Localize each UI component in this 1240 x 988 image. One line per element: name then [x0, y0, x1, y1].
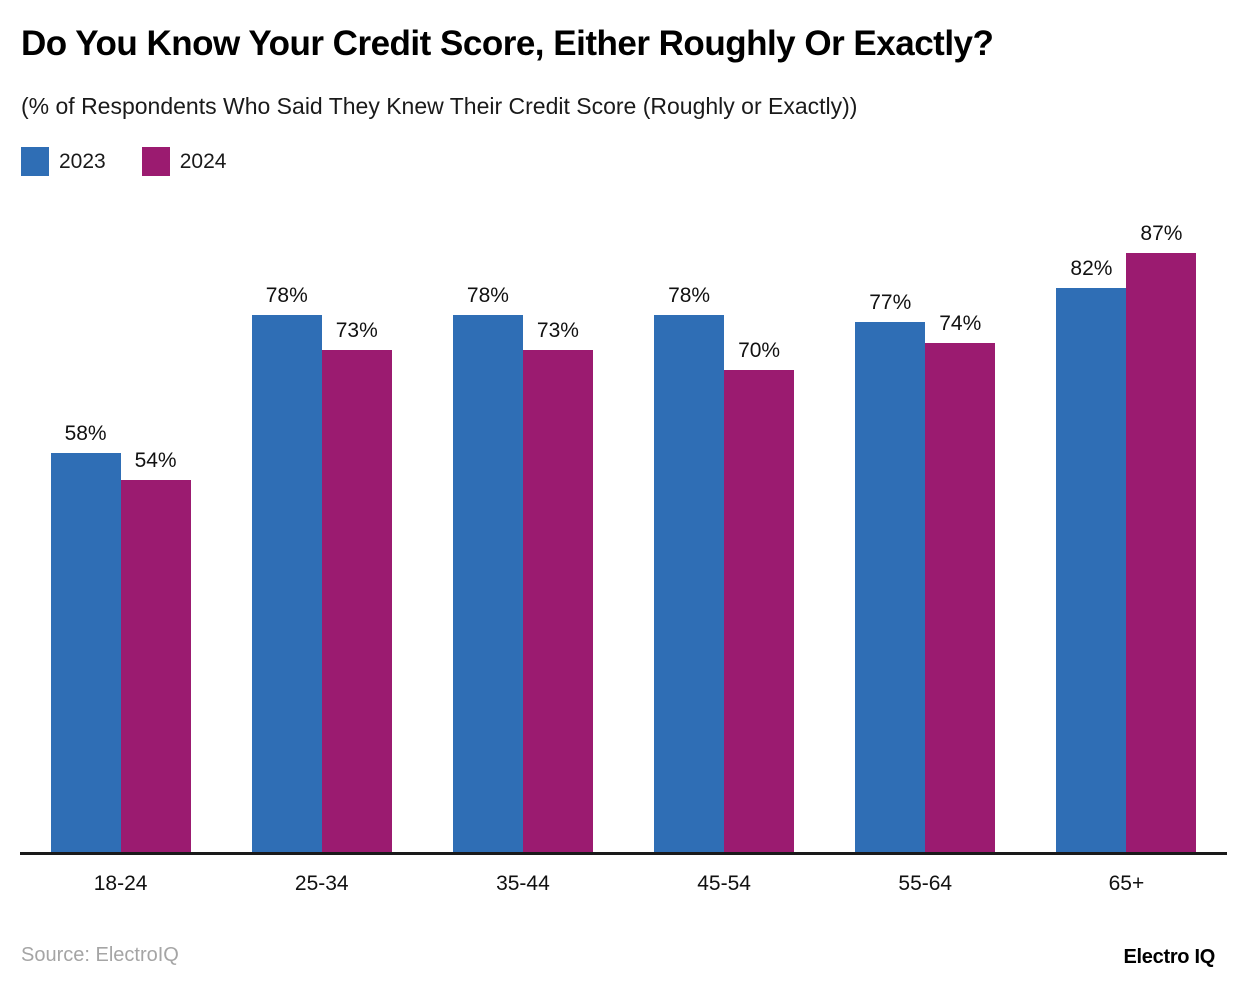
page-title: Do You Know Your Credit Score, Either Ro…: [21, 24, 994, 63]
brand-logo: Electro IQ: [1123, 946, 1216, 968]
bar-group-65+: 82% 87%: [1026, 167, 1227, 852]
legend-label-2023: 2023: [59, 149, 106, 173]
x-axis-label-25-34: 25-34: [294, 872, 349, 895]
x-axis-label-55-64: 55-64: [898, 872, 953, 895]
bar-value-label: 74%: [939, 311, 982, 335]
bar-group-45-54: 78% 70%: [624, 167, 825, 852]
bar-groups: 58% 54% 78% 73% 78% 73% 78% 70% 77% 74% 82% 87%: [20, 167, 1227, 852]
x-axis-labels: 18-24 25-34 35-44 45-54 55-64 65+: [20, 872, 1227, 896]
bar-2024-45-54: 70%: [724, 339, 795, 852]
x-axis-label-65+: 65+: [1108, 872, 1145, 895]
bar-2024-18-24: 54%: [120, 449, 191, 852]
x-axis-label-45-54: 45-54: [697, 872, 751, 895]
bar-group-55-64: 77% 74%: [825, 167, 1026, 852]
bar-2023-25-34: 78%: [251, 284, 322, 852]
page-subtitle: (% of Respondents Who Said They Knew The…: [21, 93, 858, 119]
bar-2024-35-44: 73%: [522, 319, 593, 852]
bar-2023-55-64: 77%: [855, 291, 926, 852]
plot-area: 58% 54% 78% 73% 78% 73% 78% 70% 77% 74% 82% 87%: [20, 167, 1227, 855]
bar-value-label: 78%: [668, 284, 711, 308]
bar-value-label: 70%: [738, 339, 781, 363]
bar-value-label: 54%: [134, 449, 177, 473]
bar-2024-25-34: 73%: [321, 319, 392, 852]
bar-value-label: 73%: [335, 318, 378, 342]
bar-group-18-24: 58% 54%: [20, 167, 221, 852]
bar-group-35-44: 78% 73%: [422, 167, 623, 852]
bar-value-label: 77%: [869, 291, 912, 315]
bar-2023-45-54: 78%: [654, 284, 725, 852]
x-axis-label-18-24: 18-24: [93, 872, 148, 895]
legend-swatch-2024: [141, 147, 170, 176]
legend-item-2023: 2023: [21, 147, 106, 176]
legend-swatch-2023: [21, 147, 49, 176]
bar-value-label: 87%: [1140, 222, 1183, 246]
bar-2023-65+: 82%: [1056, 257, 1127, 852]
legend-item-2024: 2024: [141, 147, 227, 176]
bar-2023-18-24: 58%: [50, 422, 121, 852]
bar-value-label: 78%: [265, 284, 308, 308]
bar-2023-35-44: 78%: [452, 284, 523, 852]
legend-label-2024: 2024: [179, 149, 227, 173]
x-axis-label-35-44: 35-44: [496, 872, 550, 895]
legend: 2023 2024: [21, 147, 226, 176]
bar-value-label: 73%: [536, 318, 579, 342]
bar-group-25-34: 78% 73%: [221, 167, 422, 852]
bar-2024-55-64: 74%: [925, 312, 996, 852]
bar-2024-65+: 87%: [1126, 222, 1197, 852]
bar-value-label: 78%: [466, 284, 509, 308]
bar-value-label: 82%: [1070, 256, 1113, 280]
bar-value-label: 58%: [64, 421, 107, 445]
source-text: Source: ElectroIQ: [21, 944, 179, 966]
